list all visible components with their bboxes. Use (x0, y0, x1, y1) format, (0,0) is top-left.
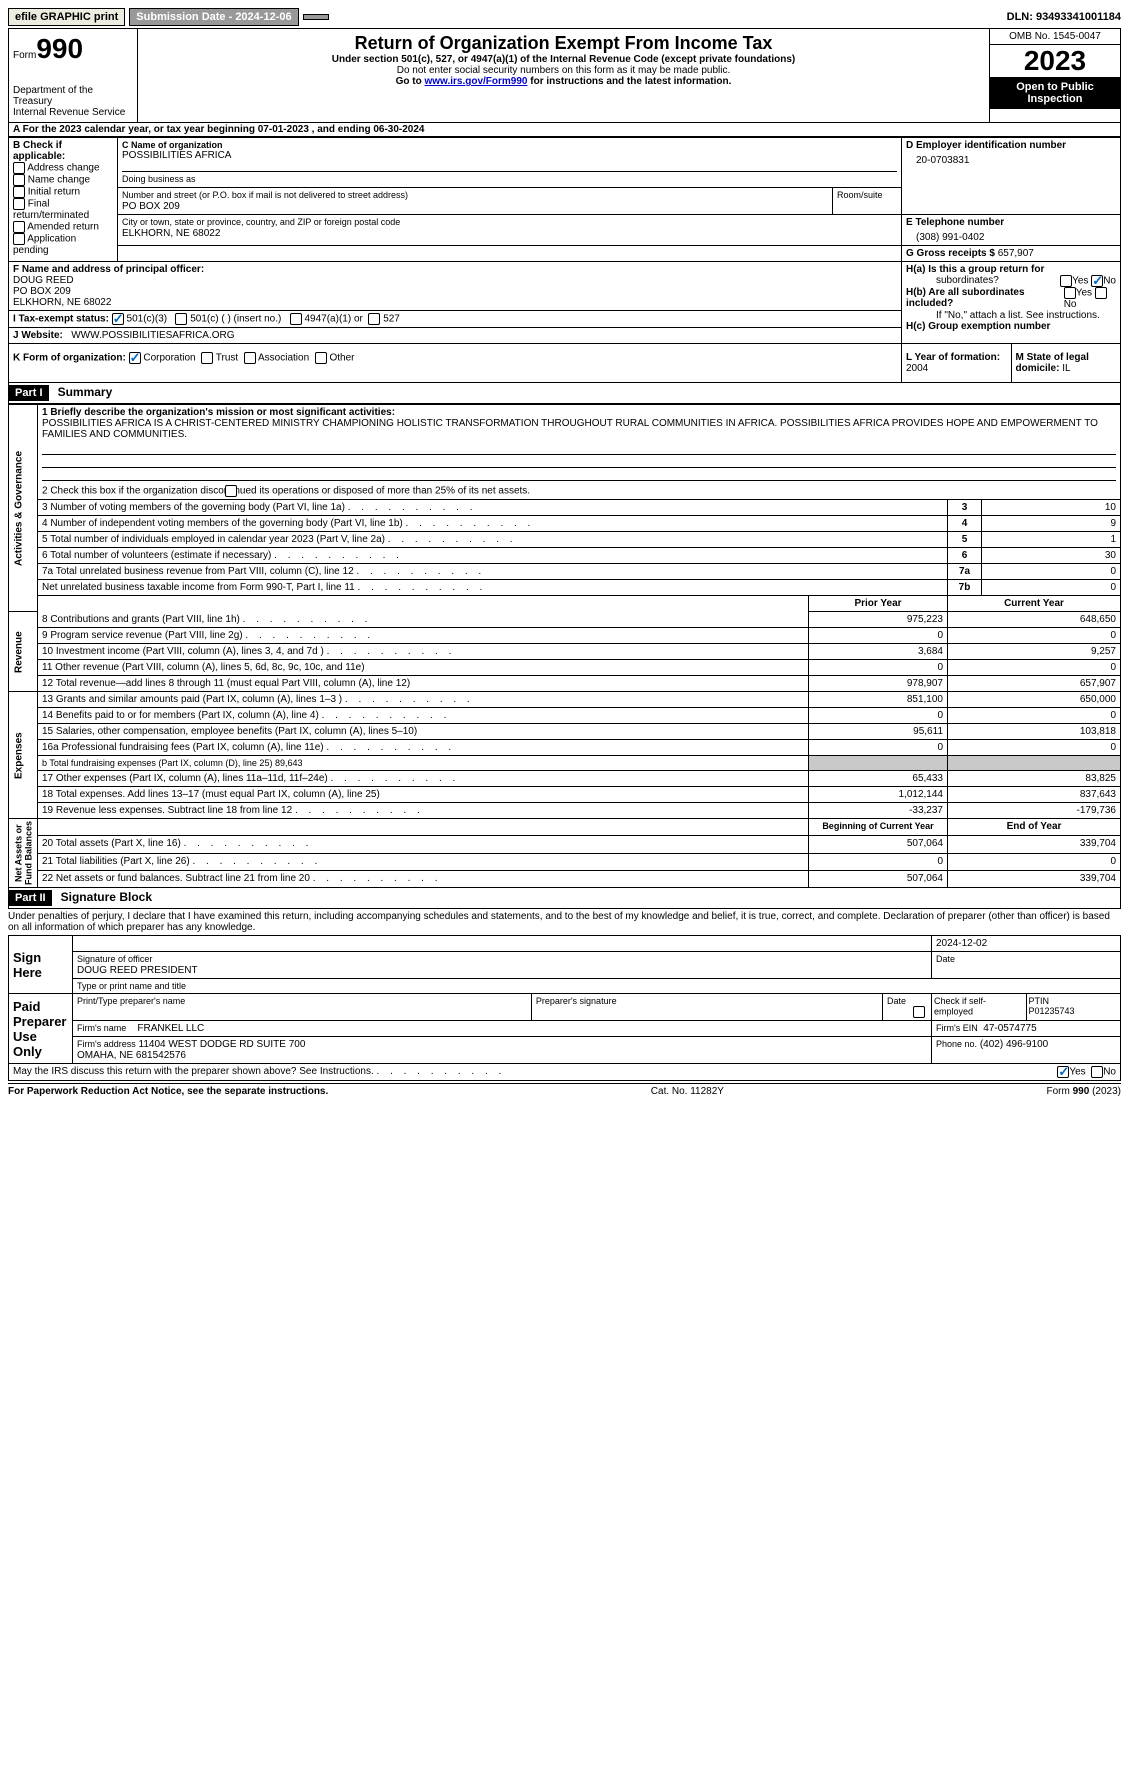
cb-ha-yes[interactable] (1060, 275, 1072, 287)
cb-corp[interactable] (129, 352, 141, 364)
cb-discuss-no[interactable] (1091, 1066, 1103, 1078)
mission: POSSIBILITIES AFRICA IS A CHRIST-CENTERE… (42, 418, 1098, 440)
cb-hb-no[interactable] (1095, 287, 1107, 299)
efile-btn[interactable]: efile GRAPHIC print (8, 8, 125, 26)
cb-amended[interactable] (13, 221, 25, 233)
submission-date-btn[interactable]: Submission Date - 2024-12-06 (129, 8, 298, 26)
vlabel-ag: Activities & Governance (9, 405, 38, 612)
cb-addr[interactable] (13, 162, 25, 174)
b-label: B Check if applicable: (13, 140, 113, 162)
phone: (308) 991-0402 (916, 232, 1116, 243)
cb-self-emp[interactable] (913, 1006, 925, 1018)
cb-assoc[interactable] (244, 352, 256, 364)
inspection-notice: Open to Public Inspection (990, 77, 1120, 109)
vlabel-na: Net Assets or Fund Balances (9, 819, 38, 888)
c-label: C Name of organization (122, 140, 897, 150)
cb-other[interactable] (315, 352, 327, 364)
cb-4947[interactable] (290, 313, 302, 325)
sub3-post: for instructions and the latest informat… (527, 76, 731, 87)
form-header: Form990 Department of the Treasury Inter… (8, 28, 1121, 123)
sub3-pre: Go to (396, 76, 425, 87)
part1-title: Summary (58, 385, 113, 399)
gross-receipts: 657,907 (998, 248, 1034, 259)
org-name: POSSIBILITIES AFRICA (122, 150, 897, 161)
perjury: Under penalties of perjury, I declare th… (8, 909, 1121, 935)
d-label: D Employer identification number (906, 140, 1116, 151)
omb: OMB No. 1545-0047 (990, 29, 1120, 45)
line-a: A For the 2023 calendar year, or tax yea… (8, 123, 1121, 137)
cb-hb-yes[interactable] (1064, 287, 1076, 299)
cb-501c[interactable] (175, 313, 187, 325)
sub2: Do not enter social security numbers on … (142, 65, 985, 76)
dept: Department of the Treasury Internal Reve… (13, 85, 133, 118)
cb-pending[interactable] (13, 233, 25, 245)
cb-ha-no[interactable] (1091, 275, 1103, 287)
cb-trust[interactable] (201, 352, 213, 364)
cb-527[interactable] (368, 313, 380, 325)
dln: DLN: 93493341001184 (1007, 11, 1121, 23)
footer: For Paperwork Reduction Act Notice, see … (8, 1083, 1121, 1097)
entity-block: B Check if applicable: Address change Na… (8, 137, 1121, 383)
part2-num: Part II (9, 890, 52, 906)
form-title: Return of Organization Exempt From Incom… (142, 33, 985, 54)
cb-final[interactable] (13, 198, 25, 210)
vlabel-exp: Expenses (9, 692, 38, 819)
signature-table: Sign Here 2024-12-02 Signature of office… (8, 935, 1121, 1081)
cb-discuss-yes[interactable] (1057, 1066, 1069, 1078)
part1-num: Part I (9, 385, 49, 401)
website: WWW.POSSIBILITIESAFRICA.ORG (71, 330, 234, 341)
city: ELKHORN, NE 68022 (122, 228, 220, 239)
irs-link[interactable]: www.irs.gov/Form990 (424, 76, 527, 87)
form-word: Form (13, 50, 36, 61)
cb-discontinued[interactable] (225, 485, 237, 497)
sub1: Under section 501(c), 527, or 4947(a)(1)… (142, 54, 985, 65)
cb-name[interactable] (13, 174, 25, 186)
blank-btn[interactable] (303, 14, 329, 20)
cb-initial[interactable] (13, 186, 25, 198)
ein: 20-0703831 (916, 155, 1116, 166)
vlabel-rev: Revenue (9, 612, 38, 692)
cb-501c3[interactable] (112, 313, 124, 325)
form-number: 990 (36, 33, 83, 64)
top-bar: efile GRAPHIC print Submission Date - 20… (8, 8, 1121, 26)
summary-table: Activities & Governance 1 Briefly descri… (8, 404, 1121, 888)
street: PO BOX 209 (122, 201, 180, 212)
tax-year: 2023 (990, 45, 1120, 77)
part2-title: Signature Block (61, 890, 152, 904)
